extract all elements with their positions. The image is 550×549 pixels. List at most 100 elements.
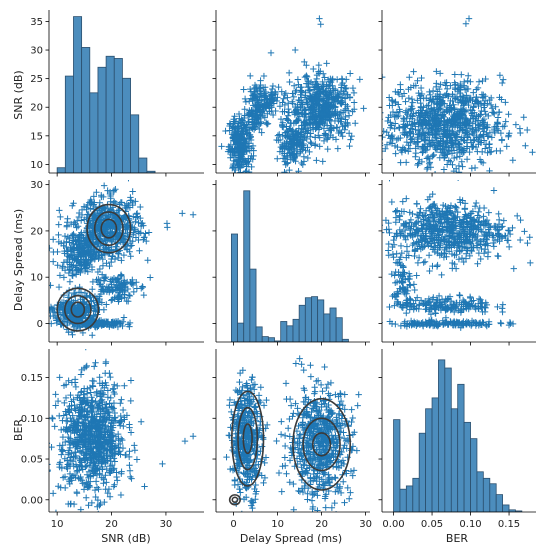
scatter-point [324, 145, 331, 153]
scatter-point [329, 75, 336, 83]
scatter-point [474, 260, 481, 267]
scatter-point [482, 141, 490, 148]
scatter-point [412, 82, 420, 89]
scatter-point [414, 97, 421, 104]
scatter-point [218, 143, 225, 150]
scatter-point [72, 264, 79, 271]
scatter-point [419, 323, 427, 330]
scatter-point [423, 217, 430, 224]
scatter-point [423, 226, 430, 233]
kde-contour-1-1 [63, 294, 92, 325]
scatter-point [249, 125, 256, 132]
scatter-point [339, 76, 346, 83]
scatter-point [235, 123, 243, 130]
scatter-point [456, 292, 464, 299]
scatter-point [263, 120, 271, 128]
scatter-point [126, 448, 133, 455]
scatter-point [469, 120, 477, 127]
scatter-point [467, 238, 474, 246]
scatter-point [250, 113, 258, 120]
scatter-point [421, 258, 429, 265]
scatter-point [298, 125, 306, 133]
scatter-point [121, 294, 128, 301]
scatter-point [323, 99, 330, 106]
scatter-point [325, 76, 332, 83]
scatter-point [222, 127, 229, 135]
scatter-point [94, 496, 102, 504]
scatter-point [405, 94, 413, 102]
scatter-point [89, 397, 96, 404]
scatter-point-outlier [179, 210, 186, 217]
scatter-point [392, 320, 399, 328]
scatter-point [96, 217, 103, 225]
scatter-point [436, 140, 443, 147]
scatter-point [307, 107, 315, 114]
hist-bar-delay-1 [237, 322, 245, 342]
scatter-point [356, 76, 364, 83]
scatter-point [476, 120, 484, 128]
scatter-point [109, 276, 116, 284]
scatter-point [84, 243, 91, 251]
scatter-point [286, 78, 293, 86]
scatter-point [49, 415, 56, 422]
scatter-point [352, 120, 359, 127]
scatter-point [97, 500, 104, 508]
scatter-point [333, 93, 341, 100]
scatter-point [102, 358, 110, 366]
scatter-point [459, 111, 466, 118]
scatter-point [302, 73, 310, 80]
scatter-point [286, 133, 294, 140]
scatter-point [316, 102, 323, 110]
scatter-point [90, 193, 98, 200]
hist-bar-delay-8 [280, 321, 288, 342]
scatter-point [406, 145, 414, 152]
scatter-point [243, 159, 251, 167]
scatter-point [399, 304, 407, 312]
scatter-point [416, 301, 423, 308]
scatter-point [287, 120, 295, 127]
cell-delay-vs-ber [382, 180, 534, 331]
scatter-point [473, 86, 480, 93]
scatter-point [492, 226, 500, 233]
scatter-point [438, 271, 445, 279]
scatter-point [118, 295, 125, 302]
scatter-point [83, 390, 91, 397]
scatter-point [429, 111, 437, 119]
scatter-point [388, 96, 396, 104]
hist-bar-snr-8 [122, 77, 131, 173]
scatter-point [258, 96, 265, 104]
scatter-point [68, 263, 76, 270]
scatter-point [307, 139, 314, 146]
scatter-point [424, 196, 432, 203]
scatter-point [461, 137, 468, 145]
scatter-point [451, 240, 458, 248]
scatter-point [277, 115, 285, 123]
scatter-point [326, 117, 333, 124]
scatter-point [285, 170, 287, 173]
scatter-point [274, 132, 282, 139]
scatter-point [332, 109, 339, 116]
scatter-point [238, 170, 240, 173]
scatter-point [517, 236, 524, 244]
scatter-point [420, 259, 427, 266]
scatter-point [467, 139, 475, 146]
scatter-point [418, 241, 425, 249]
scatter-point [284, 128, 291, 135]
scatter-point [454, 133, 461, 140]
scatter-point [99, 444, 106, 451]
scatter-point [432, 310, 439, 317]
scatter-point [443, 79, 450, 86]
scatter-point [429, 87, 437, 95]
scatter-point [246, 109, 254, 116]
scatter-point [84, 268, 91, 275]
scatter-point [109, 252, 116, 260]
scatter-point [95, 240, 102, 247]
scatter-point [461, 244, 469, 251]
scatter-point [412, 219, 420, 227]
scatter-point [388, 180, 390, 182]
hist-bar-delay-18 [341, 338, 349, 342]
scatter-point [392, 88, 399, 95]
scatter-point [251, 89, 259, 97]
scatter-point [283, 129, 290, 136]
scatter-point [460, 230, 468, 237]
